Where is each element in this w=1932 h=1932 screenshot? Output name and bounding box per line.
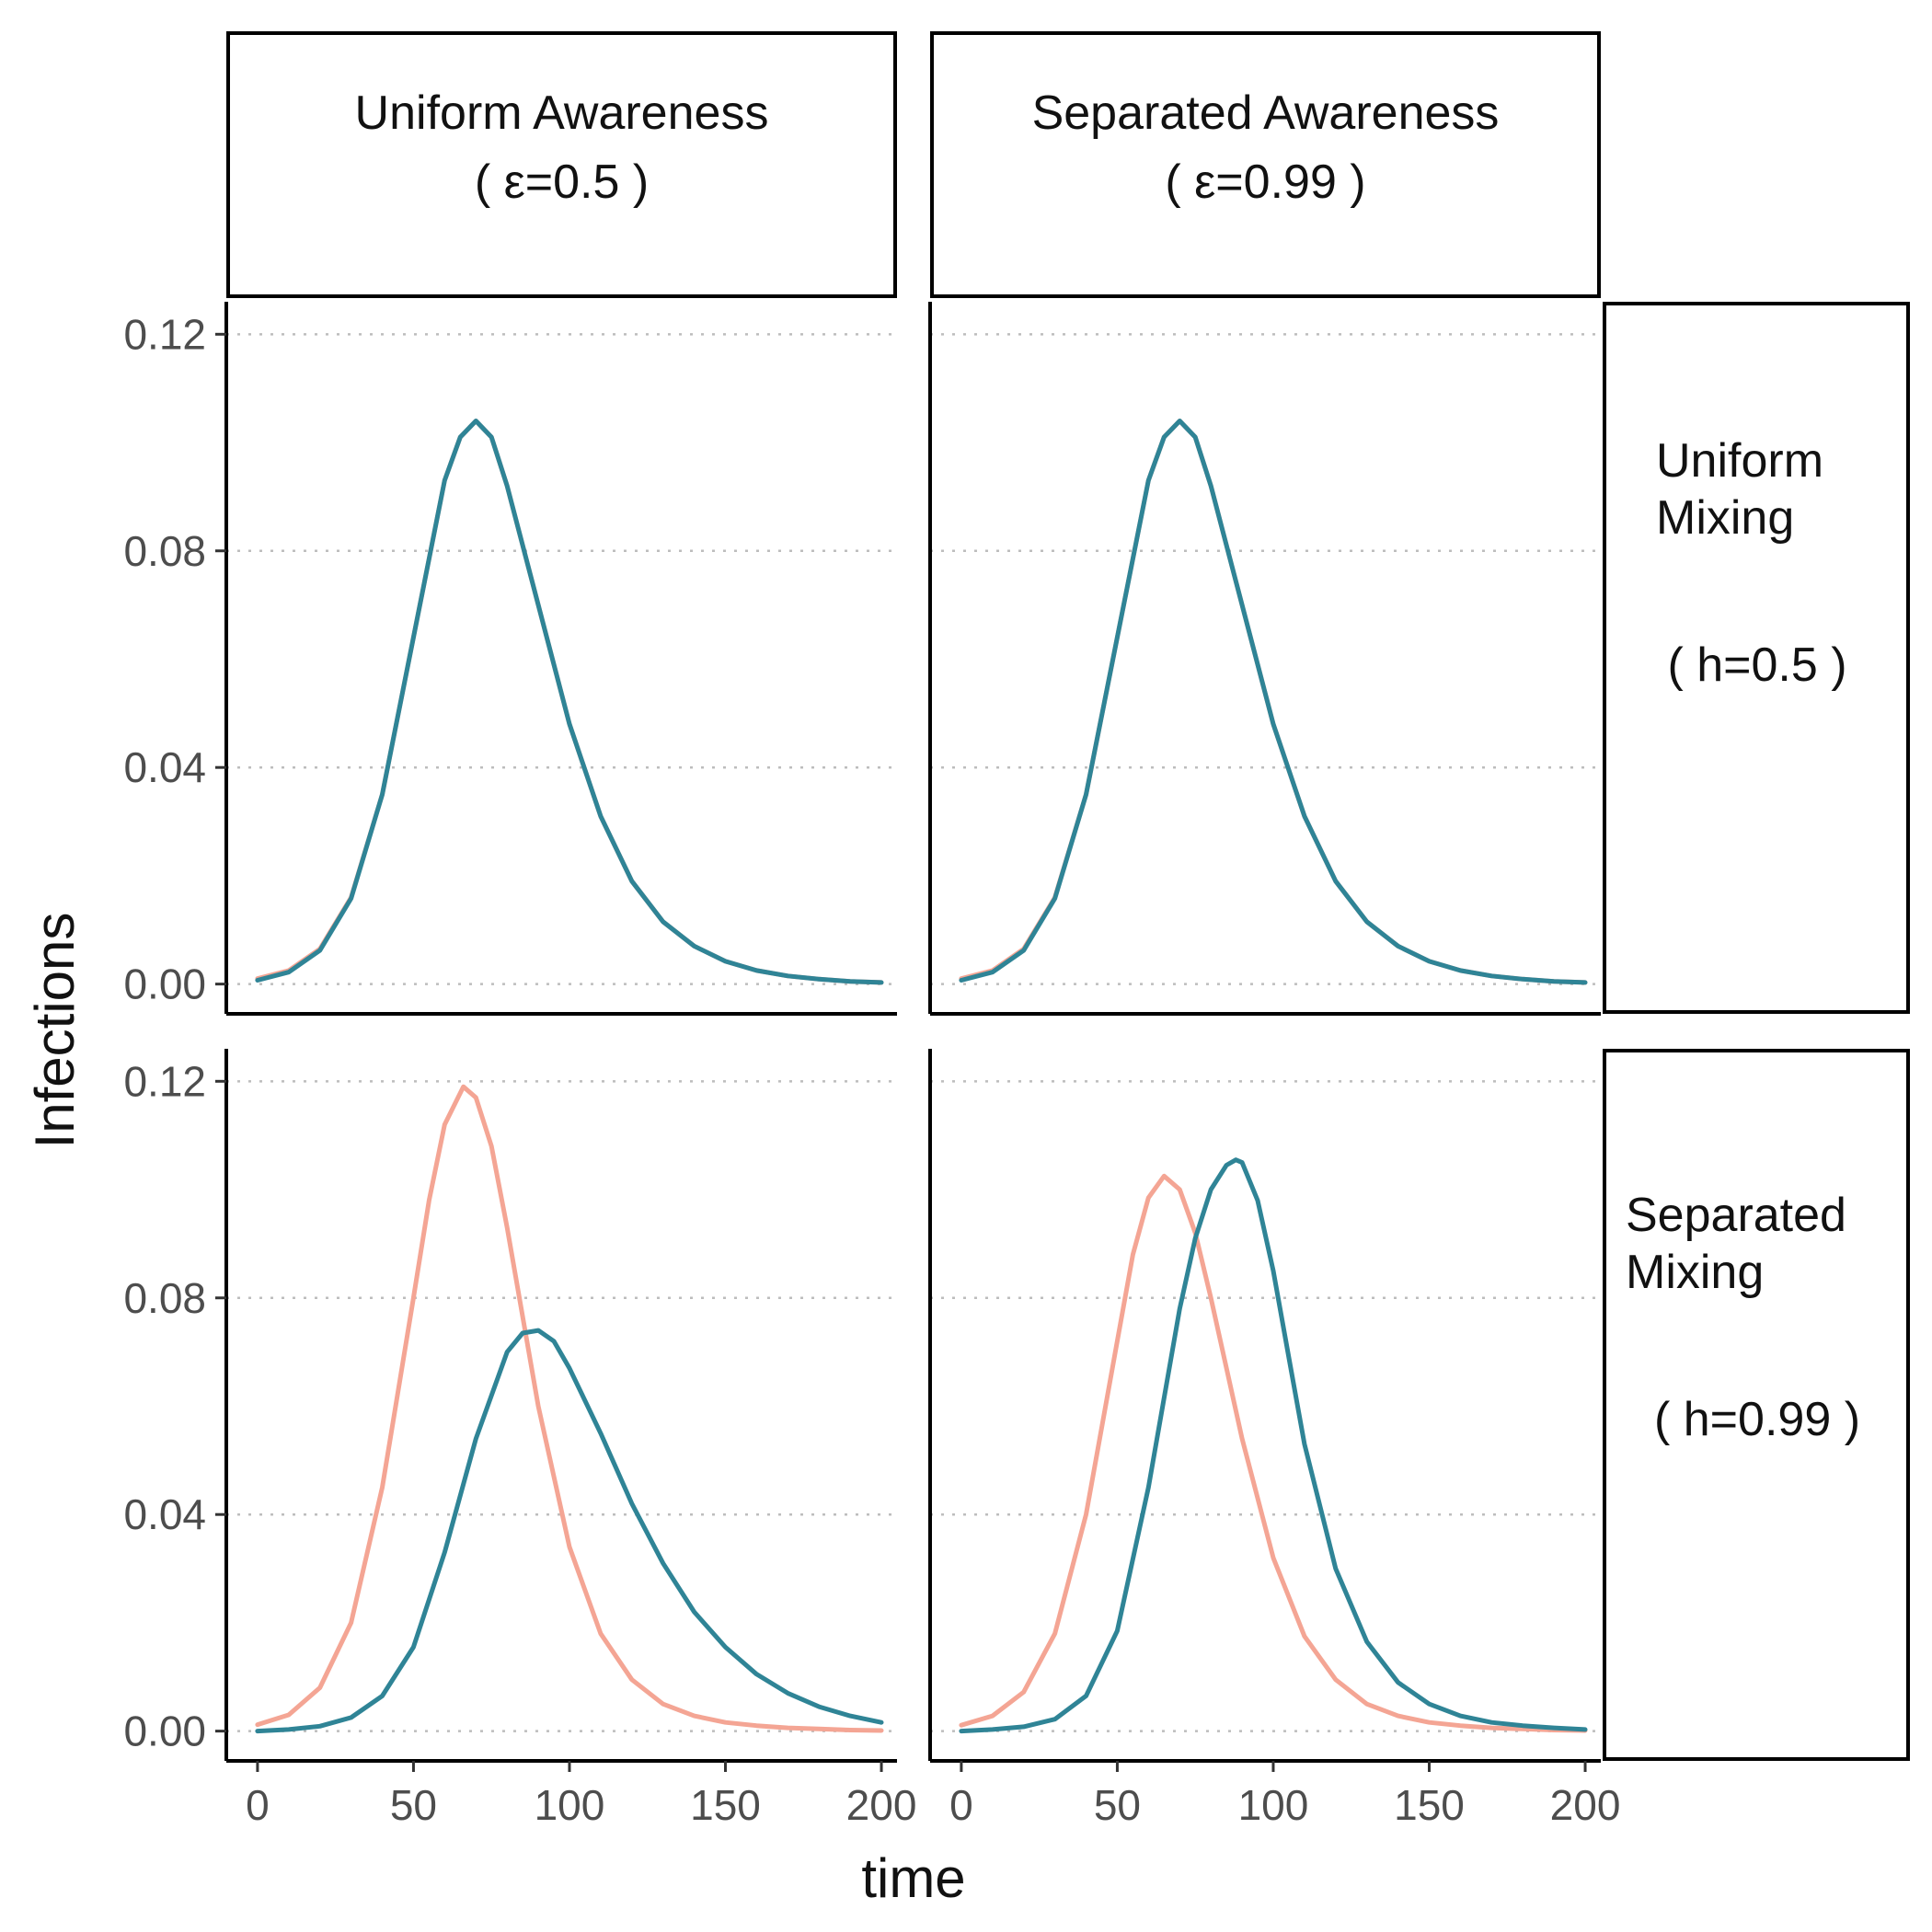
y-tick-label-r0-1: 0.04 bbox=[123, 743, 206, 791]
y-tick-label-r0-2: 0.08 bbox=[123, 527, 206, 575]
row-strip-0 bbox=[1603, 302, 1910, 1014]
axes: 0.00 0.04 0.08 0.12 0.00 0.04 0.08 0.12 0 50 100 15… bbox=[123, 310, 1620, 1829]
y-tick-label-r0-0: 0.00 bbox=[123, 960, 206, 1008]
row-strip-param-0: ( h=0.5 ) bbox=[1667, 638, 1846, 692]
y-axis-title: Infections bbox=[24, 913, 86, 1149]
column-strip-title-0: Uniform Awareness bbox=[355, 86, 769, 140]
row-strip-param-1: ( h=0.99 ) bbox=[1654, 1393, 1860, 1446]
x-tick-label-c1-4: 200 bbox=[1550, 1781, 1621, 1829]
column-strip-0 bbox=[226, 31, 897, 298]
row-strip-title2-1: Mixing bbox=[1626, 1246, 1764, 1299]
x-tick-label-c1-1: 50 bbox=[1094, 1781, 1141, 1829]
y-tick-label-r1-3: 0.12 bbox=[123, 1057, 206, 1105]
column-strip-param-0: ( ε=0.5 ) bbox=[475, 155, 649, 209]
row-strip-title1-0: Uniform bbox=[1656, 434, 1823, 488]
column-strip-1 bbox=[930, 31, 1601, 298]
facet-strips: Uniform Awareness ( ε=0.5 ) Separated Awar… bbox=[226, 31, 1910, 1761]
x-tick-label-c0-3: 150 bbox=[690, 1781, 761, 1829]
x-tick-label-c1-2: 100 bbox=[1238, 1781, 1309, 1829]
y-tick-label-r1-2: 0.08 bbox=[123, 1274, 206, 1322]
series-line-panel0-teal bbox=[255, 419, 884, 985]
row-strip-title2-0: Mixing bbox=[1656, 491, 1794, 545]
x-tick-label-c0-0: 0 bbox=[246, 1781, 270, 1829]
series-line-panel2-teal bbox=[255, 1328, 884, 1734]
series-line-panel3-teal bbox=[959, 1157, 1588, 1734]
panel-frames bbox=[224, 302, 1601, 1763]
x-tick-label-c1-3: 150 bbox=[1394, 1781, 1465, 1829]
series-line-panel1-teal bbox=[959, 419, 1588, 985]
x-axis-title: time bbox=[861, 1847, 965, 1909]
y-tick-label-r0-3: 0.12 bbox=[123, 310, 206, 358]
row-strip-title1-1: Separated bbox=[1626, 1189, 1846, 1242]
column-strip-title-1: Separated Awareness bbox=[1032, 86, 1500, 140]
column-strip-param-1: ( ε=0.99 ) bbox=[1165, 155, 1365, 209]
x-tick-label-c0-4: 200 bbox=[846, 1781, 917, 1829]
series-line-panel2-salmon bbox=[255, 1084, 884, 1733]
series-lines bbox=[255, 419, 1588, 1734]
x-tick-label-c1-0: 0 bbox=[949, 1781, 973, 1829]
x-tick-label-c0-2: 100 bbox=[535, 1781, 605, 1829]
y-tick-label-r1-0: 0.00 bbox=[123, 1708, 206, 1755]
series-line-panel3-salmon bbox=[959, 1173, 1588, 1733]
y-tick-label-r1-1: 0.04 bbox=[123, 1490, 206, 1538]
x-tick-label-c0-1: 50 bbox=[390, 1781, 437, 1829]
row-strip-1 bbox=[1603, 1049, 1910, 1761]
gridlines bbox=[226, 333, 1601, 1732]
